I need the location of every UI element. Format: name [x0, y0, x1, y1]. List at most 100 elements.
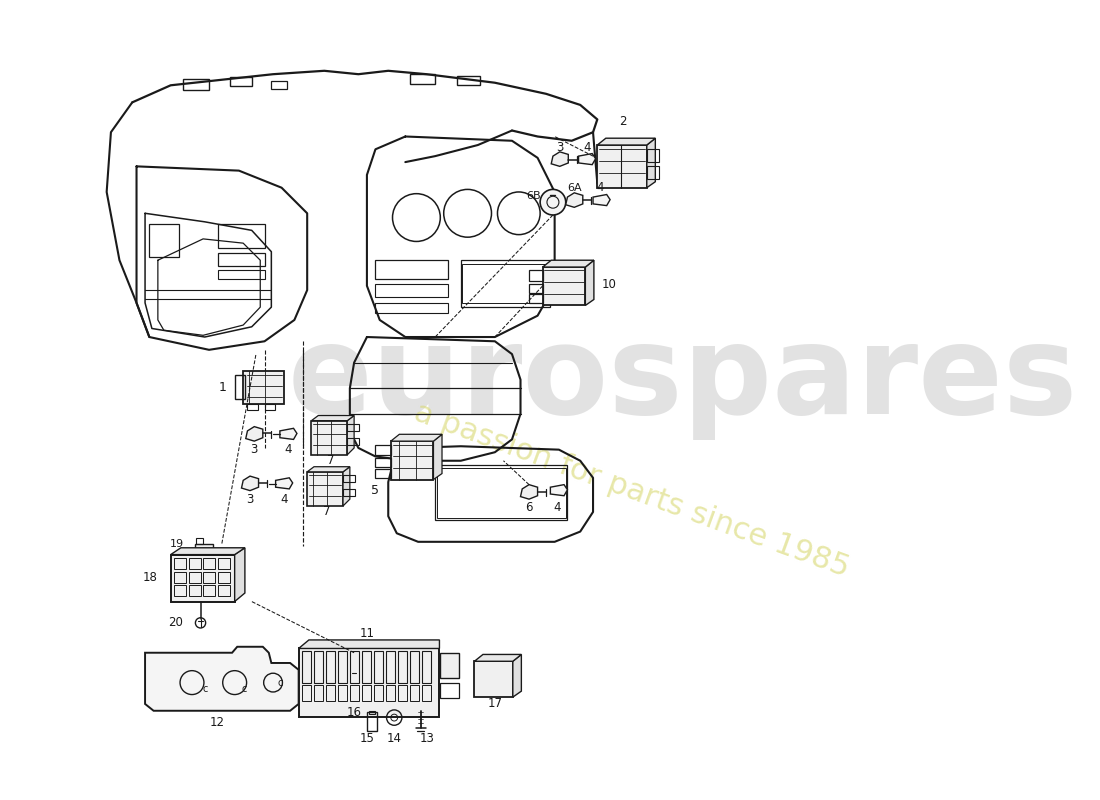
Text: c: c [277, 678, 283, 688]
Bar [174, 558, 186, 569]
Bar [302, 651, 311, 683]
Bar [218, 572, 230, 582]
Polygon shape [513, 654, 521, 697]
Polygon shape [520, 485, 538, 499]
Text: 19: 19 [169, 538, 184, 549]
Bar [375, 260, 448, 279]
Bar [338, 651, 348, 683]
Text: 7: 7 [328, 454, 334, 467]
Bar [368, 710, 375, 714]
Text: 2: 2 [619, 115, 627, 129]
Text: 12: 12 [210, 716, 225, 730]
Bar [437, 467, 565, 518]
Bar [374, 685, 383, 701]
Text: 4: 4 [285, 443, 293, 456]
Bar [390, 441, 433, 479]
Polygon shape [276, 478, 293, 489]
Bar [188, 572, 200, 582]
Text: 18: 18 [143, 571, 158, 584]
Bar [218, 254, 264, 266]
Bar [474, 662, 513, 697]
Bar [421, 651, 431, 683]
Polygon shape [647, 138, 656, 188]
Bar [350, 685, 360, 701]
Bar [150, 224, 179, 257]
Bar [647, 150, 659, 162]
Text: 4: 4 [596, 181, 604, 194]
Bar [307, 472, 343, 506]
Bar [218, 558, 230, 569]
Text: 6: 6 [526, 501, 532, 514]
Bar [314, 685, 323, 701]
Text: 1: 1 [218, 381, 227, 394]
Polygon shape [474, 654, 521, 662]
Bar [367, 713, 377, 731]
Text: 3: 3 [251, 443, 258, 456]
Bar [196, 538, 204, 543]
Bar [409, 651, 419, 683]
Bar [338, 685, 348, 701]
Polygon shape [145, 646, 299, 710]
Text: a passion for parts since 1985: a passion for parts since 1985 [410, 398, 854, 583]
Text: 3: 3 [246, 493, 254, 506]
Text: 6B: 6B [526, 191, 540, 202]
Bar [204, 586, 214, 597]
Polygon shape [390, 434, 442, 441]
Polygon shape [170, 548, 245, 554]
Bar [409, 74, 436, 85]
Polygon shape [311, 415, 354, 421]
Bar [343, 475, 355, 482]
Bar [440, 682, 459, 698]
Bar [311, 421, 348, 454]
Bar [326, 651, 336, 683]
Bar [386, 685, 395, 701]
Bar [436, 465, 568, 521]
Text: 7: 7 [323, 506, 331, 518]
Text: 15: 15 [360, 731, 374, 745]
Polygon shape [579, 154, 595, 165]
Bar [462, 265, 549, 303]
Polygon shape [551, 152, 569, 166]
Polygon shape [279, 428, 297, 439]
Text: 4: 4 [583, 141, 591, 154]
Polygon shape [299, 640, 439, 649]
Bar [326, 685, 336, 701]
Polygon shape [550, 485, 568, 496]
Polygon shape [597, 138, 656, 145]
Bar [204, 558, 214, 569]
Bar [397, 685, 407, 701]
Bar [375, 303, 448, 313]
Bar [234, 375, 245, 399]
Text: 11: 11 [360, 627, 374, 641]
Bar [529, 294, 542, 303]
Text: 14: 14 [387, 731, 402, 745]
Bar [218, 224, 264, 248]
Polygon shape [593, 194, 611, 206]
Bar [272, 81, 287, 89]
Bar [314, 651, 323, 683]
Bar [264, 403, 275, 410]
Bar [397, 651, 407, 683]
Polygon shape [585, 260, 594, 306]
Bar [421, 685, 431, 701]
Bar [230, 77, 252, 86]
Polygon shape [348, 415, 354, 454]
Polygon shape [565, 193, 583, 207]
Bar [218, 586, 230, 597]
Bar [343, 489, 355, 496]
Bar [243, 371, 284, 403]
Text: 16: 16 [346, 706, 362, 719]
Text: 10: 10 [602, 278, 616, 290]
Polygon shape [433, 434, 442, 479]
Bar [174, 586, 186, 597]
Bar [461, 260, 550, 307]
Bar [597, 145, 647, 188]
Bar [529, 284, 542, 293]
Bar [188, 586, 200, 597]
Bar [375, 458, 390, 466]
Bar [350, 651, 360, 683]
Bar [248, 403, 257, 410]
Bar [302, 685, 311, 701]
Bar [188, 558, 200, 569]
Polygon shape [542, 260, 594, 267]
